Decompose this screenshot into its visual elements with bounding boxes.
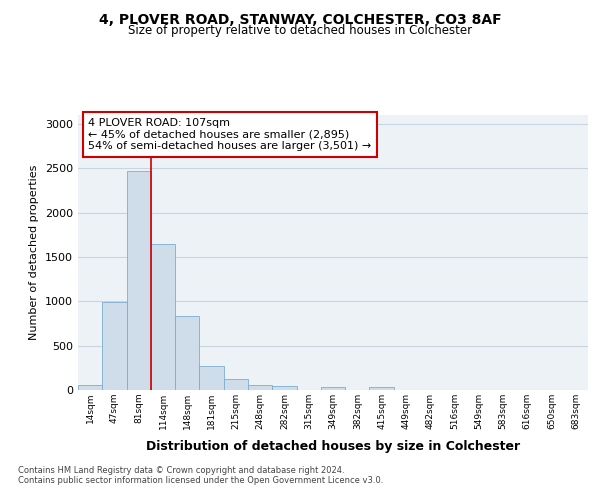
Bar (248, 384, 272, 390)
Bar (370, 388, 394, 390)
Bar (224, 380, 248, 390)
Y-axis label: Number of detached properties: Number of detached properties (29, 165, 40, 340)
Bar (151, 244, 175, 390)
X-axis label: Distribution of detached houses by size in Colchester: Distribution of detached houses by size … (146, 440, 520, 454)
Text: Size of property relative to detached houses in Colchester: Size of property relative to detached ho… (128, 24, 472, 37)
Bar (127, 171, 151, 390)
Bar (102, 302, 127, 390)
Text: Contains HM Land Registry data © Crown copyright and database right 2024.
Contai: Contains HM Land Registry data © Crown c… (18, 466, 383, 485)
Bar (321, 388, 345, 390)
Text: 4 PLOVER ROAD: 107sqm
← 45% of detached houses are smaller (2,895)
54% of semi-d: 4 PLOVER ROAD: 107sqm ← 45% of detached … (88, 118, 371, 151)
Bar (199, 366, 224, 390)
Bar (272, 386, 296, 390)
Text: 4, PLOVER ROAD, STANWAY, COLCHESTER, CO3 8AF: 4, PLOVER ROAD, STANWAY, COLCHESTER, CO3… (98, 12, 502, 26)
Bar (78, 384, 102, 390)
Bar (175, 316, 199, 390)
